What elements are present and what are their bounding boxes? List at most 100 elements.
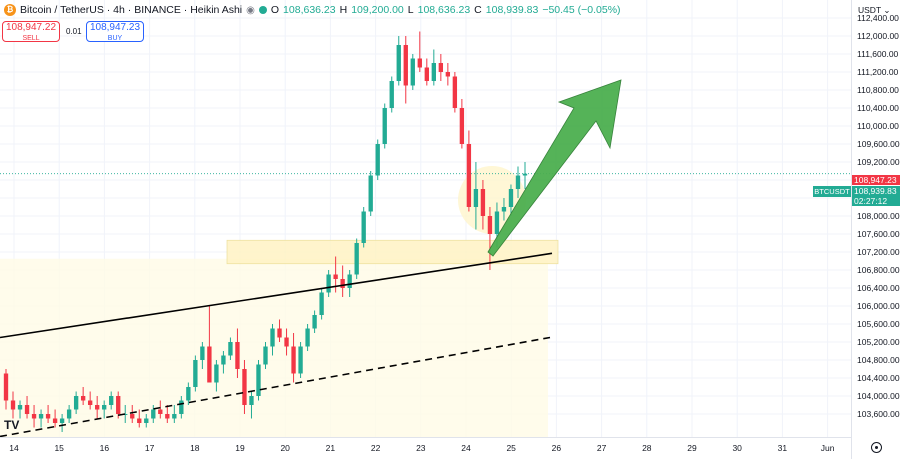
candle[interactable] xyxy=(305,324,310,351)
candle[interactable] xyxy=(291,333,296,383)
candle[interactable] xyxy=(312,310,317,334)
candle[interactable] xyxy=(368,171,373,216)
trendline-dashed[interactable] xyxy=(0,336,551,437)
candle[interactable] xyxy=(116,391,121,419)
candle[interactable] xyxy=(277,319,282,343)
candle[interactable] xyxy=(165,405,170,423)
candle[interactable] xyxy=(214,360,219,392)
time-axis-label: 27 xyxy=(596,443,607,453)
candle[interactable] xyxy=(508,184,514,217)
candle[interactable] xyxy=(284,328,289,356)
price-tick-label: 112,400.00 xyxy=(857,13,899,23)
settings-icon[interactable] xyxy=(871,442,882,453)
candle[interactable] xyxy=(59,414,65,432)
candle[interactable] xyxy=(417,31,422,73)
candle[interactable] xyxy=(73,391,79,415)
candle[interactable] xyxy=(137,409,142,428)
candle[interactable] xyxy=(130,405,135,423)
candle[interactable] xyxy=(66,405,72,423)
open-label: O xyxy=(270,4,280,16)
candle[interactable] xyxy=(445,63,451,86)
candle[interactable] xyxy=(480,180,486,230)
candle[interactable] xyxy=(263,342,268,369)
tradingview-logo[interactable]: TV xyxy=(4,418,20,432)
symbol-legend: ₿ Bitcoin / TetherUS · 4h · BINANCE · He… xyxy=(4,4,621,16)
time-axis-label: Jun xyxy=(820,443,835,453)
low-label: L xyxy=(407,4,414,16)
candle[interactable] xyxy=(389,76,394,113)
candle[interactable] xyxy=(38,409,44,428)
candle[interactable] xyxy=(235,328,240,379)
candle[interactable] xyxy=(31,405,37,428)
candle[interactable] xyxy=(354,238,359,280)
candle[interactable] xyxy=(270,324,275,356)
sell-button[interactable]: 108,947.22 SELL xyxy=(2,21,60,42)
close-value: 108,939.83 xyxy=(485,4,539,16)
support-zone[interactable] xyxy=(226,239,559,265)
candle[interactable] xyxy=(102,400,107,419)
candle[interactable] xyxy=(179,396,184,419)
candle[interactable] xyxy=(221,351,226,374)
candle[interactable] xyxy=(403,36,408,104)
eye-icon[interactable]: ◉ xyxy=(246,4,255,16)
symbol-title[interactable]: Bitcoin / TetherUS · 4h · BINANCE · Heik… xyxy=(20,4,243,16)
candle[interactable] xyxy=(256,360,261,401)
candle[interactable] xyxy=(242,360,247,414)
candle[interactable] xyxy=(375,139,380,181)
time-axis-label: 26 xyxy=(551,443,562,453)
time-axis-label: 28 xyxy=(642,443,652,453)
candle[interactable] xyxy=(151,405,156,423)
candle[interactable] xyxy=(319,288,324,320)
candle[interactable] xyxy=(361,207,366,248)
candle[interactable] xyxy=(80,387,86,405)
candle[interactable] xyxy=(17,400,23,419)
buy-button[interactable]: 108,947.23 BUY xyxy=(86,21,144,42)
candle[interactable] xyxy=(424,58,429,86)
price-axis[interactable]: 112,400.00 112,000.00 111,600.00 111,200.00… xyxy=(851,0,900,459)
candle[interactable] xyxy=(501,198,507,221)
shaded-range[interactable] xyxy=(0,258,548,437)
candle[interactable] xyxy=(459,99,465,149)
candle[interactable] xyxy=(228,337,233,361)
candle[interactable] xyxy=(45,405,51,423)
candle[interactable] xyxy=(466,130,472,212)
candle[interactable] xyxy=(438,54,444,81)
trendline-solid[interactable] xyxy=(0,252,553,339)
candle[interactable] xyxy=(109,391,114,410)
last-price: 108,939.83 xyxy=(854,186,897,196)
candle[interactable] xyxy=(52,409,58,428)
candle[interactable] xyxy=(158,400,163,419)
candle[interactable] xyxy=(193,355,198,392)
up-arrow-annotation[interactable] xyxy=(487,79,622,257)
candle[interactable] xyxy=(340,265,345,298)
candle[interactable] xyxy=(298,342,303,378)
candle[interactable] xyxy=(24,396,30,419)
candle[interactable] xyxy=(10,391,16,419)
candle[interactable] xyxy=(522,162,528,189)
currency-selector[interactable]: USDT ⌄ xyxy=(855,3,897,18)
candle[interactable] xyxy=(172,405,177,423)
candle[interactable] xyxy=(473,162,479,230)
candlestick-chart[interactable] xyxy=(0,0,851,437)
candle[interactable] xyxy=(123,405,128,423)
candle[interactable] xyxy=(207,306,212,383)
candle[interactable] xyxy=(452,72,458,113)
candle[interactable] xyxy=(200,342,205,369)
candle[interactable] xyxy=(410,54,415,90)
candle[interactable] xyxy=(95,396,100,419)
candle[interactable] xyxy=(396,36,401,86)
buy-price: 108,947.23 xyxy=(89,22,141,33)
candle[interactable] xyxy=(186,382,191,406)
candle[interactable] xyxy=(431,49,436,86)
candle[interactable] xyxy=(326,270,331,297)
last-price-tag: 108,939.83 02:27:12 xyxy=(852,186,900,206)
candle[interactable] xyxy=(382,103,387,149)
candle[interactable] xyxy=(487,207,493,270)
candle[interactable] xyxy=(515,166,521,199)
candle[interactable] xyxy=(249,391,254,419)
time-axis[interactable]: 14 15 16 17 18 19 20 21 22 23 24 25 26 27 28 29 30 31 Jun xyxy=(0,437,851,459)
chart-area[interactable]: ₿ Bitcoin / TetherUS · 4h · BINANCE · He… xyxy=(0,0,851,437)
candle[interactable] xyxy=(3,369,9,410)
candle[interactable] xyxy=(144,414,149,428)
candle[interactable] xyxy=(87,391,93,410)
